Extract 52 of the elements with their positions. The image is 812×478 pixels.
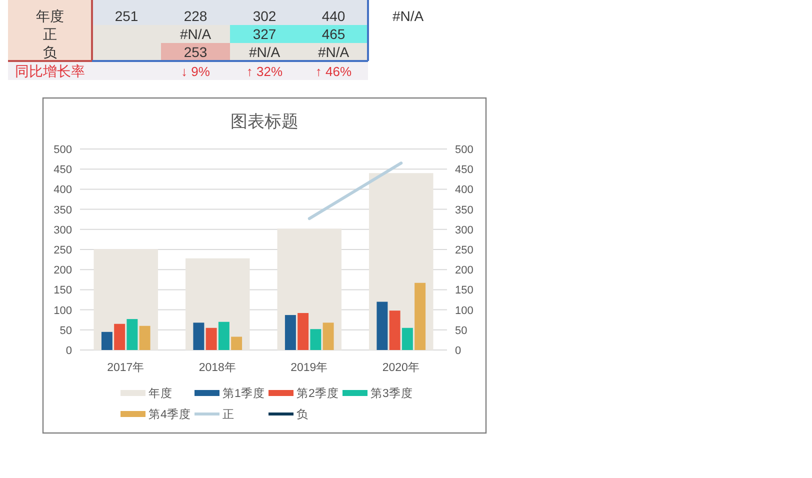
x-tick: 2018年 — [198, 362, 236, 374]
y-tick: 400 — [54, 184, 72, 196]
y2-tick: 300 — [455, 224, 474, 236]
annotation: 负 — [43, 44, 57, 60]
legend-label: 第4季度 — [148, 409, 191, 421]
y2-tick: 450 — [455, 164, 474, 176]
x-tick: 2017年 — [107, 362, 145, 374]
y2-tick: 50 — [455, 324, 468, 337]
annotation: ↓ 9% — [181, 64, 210, 79]
legend-label: 负 — [296, 409, 308, 421]
legend-label: 正 — [222, 409, 234, 421]
annotation: 正 — [43, 26, 57, 42]
annotation: 251 — [114, 8, 138, 24]
annotation: #N/A — [180, 26, 212, 42]
y-tick: 450 — [54, 164, 72, 176]
annotation: 年度 — [36, 8, 64, 24]
y2-tick: 500 — [455, 144, 474, 156]
y-tick: 50 — [60, 324, 72, 337]
y-tick: 350 — [54, 204, 72, 216]
annotation: 327 — [252, 26, 276, 42]
y-tick: 300 — [54, 224, 72, 236]
legend-label: 第1季度 — [222, 388, 265, 400]
annotation: 228 — [184, 8, 208, 24]
legend-label: 年度 — [148, 388, 172, 400]
y2-tick: 350 — [455, 204, 474, 216]
annotation: #N/A — [392, 8, 424, 24]
y2-tick: 150 — [455, 284, 474, 297]
y-tick: 150 — [54, 284, 72, 297]
y2-tick: 0 — [455, 345, 462, 357]
annotation: ↑ 32% — [246, 64, 283, 79]
annotation: 440 — [322, 8, 346, 24]
title: 图表标题 — [230, 112, 298, 131]
legend-label: 第2季度 — [296, 388, 339, 400]
y-tick: 0 — [66, 345, 72, 357]
legend-label: 第3季度 — [370, 388, 413, 400]
y2-tick: 200 — [455, 264, 474, 277]
annotation: 302 — [252, 8, 276, 24]
y-tick: 100 — [54, 304, 72, 317]
annotation: #N/A — [248, 44, 280, 60]
annotation: #N/A — [318, 44, 350, 60]
y2-tick: 400 — [455, 184, 474, 196]
y2-tick: 100 — [455, 304, 474, 317]
annotation: ↑ 46% — [315, 64, 352, 79]
annotation: 同比增长率 — [15, 63, 85, 79]
y-tick: 250 — [54, 244, 72, 256]
annotation: 465 — [322, 26, 346, 42]
annotation: 253 — [184, 44, 208, 60]
y-tick: 500 — [54, 144, 72, 156]
x-tick: 2019年 — [290, 362, 328, 374]
x-tick: 2020年 — [382, 362, 420, 374]
y-tick: 200 — [54, 264, 72, 277]
y2-tick: 250 — [455, 244, 474, 256]
